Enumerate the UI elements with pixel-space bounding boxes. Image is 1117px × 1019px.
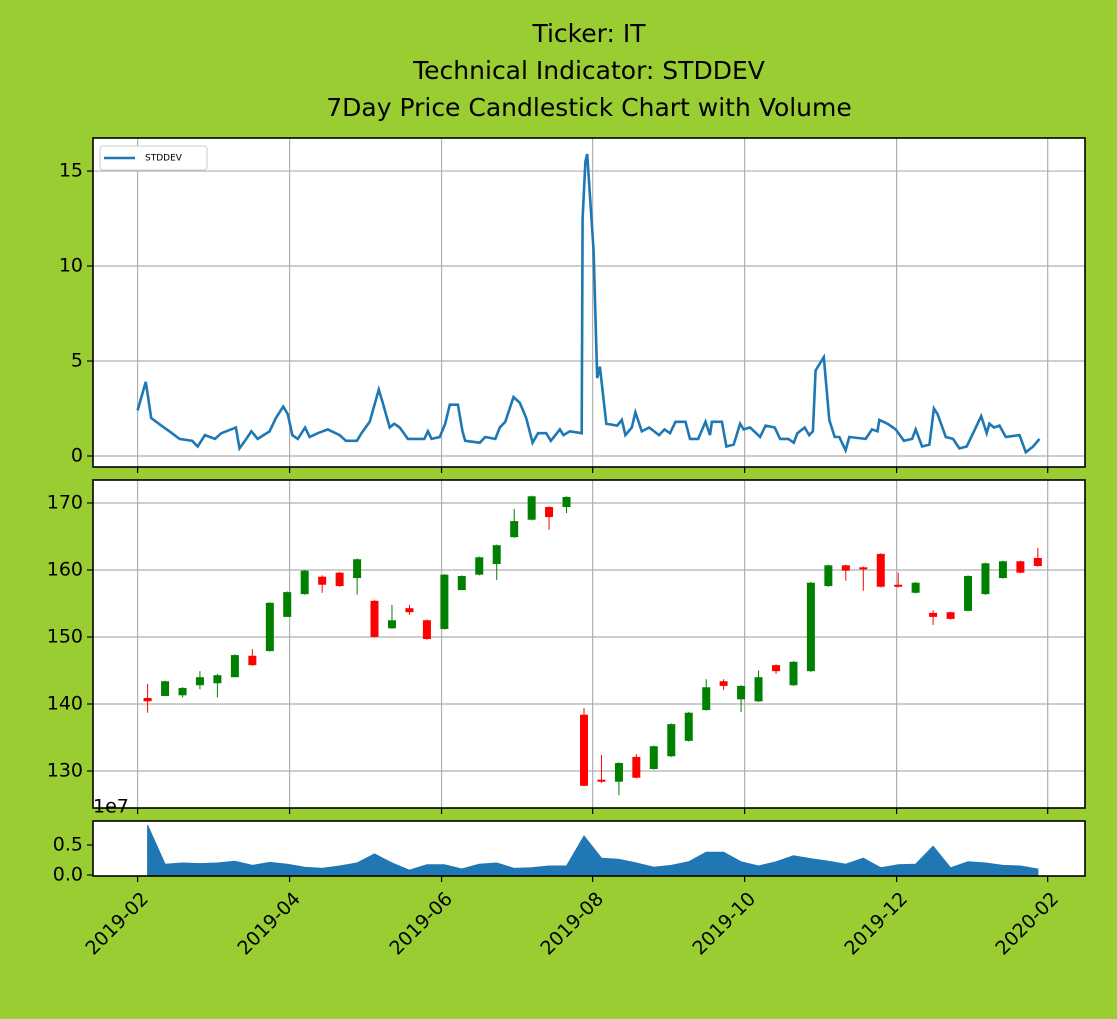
- candle-body: [632, 756, 641, 778]
- plot-frame: [92, 137, 1086, 468]
- candle-body: [230, 655, 239, 678]
- candle-body: [265, 602, 274, 652]
- candle-body: [161, 681, 170, 696]
- candle-body: [440, 574, 449, 629]
- y-tick-label: 130: [47, 760, 83, 782]
- candle-body: [1016, 561, 1025, 573]
- candle-body: [719, 681, 728, 686]
- y-tick-label: 150: [47, 625, 83, 647]
- candle-body: [998, 561, 1007, 579]
- y-tick-label: 160: [47, 558, 83, 580]
- candle-body: [457, 576, 466, 591]
- y-tick-label: 0.5: [53, 833, 83, 855]
- candle-body: [824, 565, 833, 587]
- candle-body: [684, 712, 693, 741]
- y-tick-label: 0: [71, 444, 83, 466]
- candle-body: [806, 582, 815, 672]
- legend: STDDEV: [99, 145, 208, 171]
- candle-body: [318, 576, 327, 585]
- title-line: Ticker: IT: [531, 19, 646, 48]
- legend-frame: [99, 145, 208, 171]
- candle-body: [178, 687, 187, 696]
- area-series: [147, 824, 1039, 876]
- candle-body: [405, 608, 414, 613]
- candle-body: [772, 665, 781, 672]
- candle-body: [876, 553, 885, 587]
- candle-body: [195, 677, 204, 686]
- candle-body: [283, 592, 292, 617]
- y-tick-label: 5: [71, 350, 83, 372]
- candle-body: [946, 612, 955, 619]
- candle-body: [213, 675, 222, 684]
- candle-body: [370, 600, 379, 637]
- candle-body: [964, 576, 973, 611]
- candle-body: [387, 620, 396, 629]
- candle-body: [667, 724, 676, 757]
- candle-body: [248, 655, 257, 666]
- candle-body: [614, 762, 623, 782]
- candle-body: [475, 557, 484, 575]
- candle-body: [422, 620, 431, 640]
- candle-body: [300, 570, 309, 595]
- y-tick-label: 10: [59, 255, 83, 277]
- candle-body: [143, 697, 152, 702]
- candle-body: [335, 572, 344, 587]
- y-tick-label: 140: [47, 693, 83, 715]
- candle-body: [579, 714, 588, 786]
- candle-body: [894, 584, 903, 587]
- plot-frame: [92, 820, 1086, 877]
- candle-body: [841, 565, 850, 571]
- candle-body: [545, 507, 554, 518]
- y-tick-label: 15: [59, 160, 83, 182]
- title-line: 7Day Price Candlestick Chart with Volume: [326, 93, 852, 122]
- candle-body: [702, 687, 711, 711]
- candle-body: [737, 685, 746, 700]
- candle-body: [754, 677, 763, 702]
- y-tick-label: 170: [47, 491, 83, 513]
- candle-body: [353, 559, 362, 579]
- candle-body: [929, 612, 938, 617]
- candle-body: [911, 582, 920, 593]
- line-series: [136, 153, 1041, 455]
- candle-body: [527, 496, 536, 520]
- candle-body: [859, 567, 868, 570]
- axis-offset-label: 1e7: [93, 796, 129, 818]
- candle-body: [597, 779, 606, 782]
- legend-label: STDDEV: [145, 154, 183, 164]
- candle-body: [789, 661, 798, 686]
- y-tick-label: 0.0: [53, 863, 83, 885]
- plot-frame: [92, 479, 1086, 809]
- candle-body: [1033, 557, 1042, 566]
- candle-body: [510, 521, 519, 538]
- title-line: Technical Indicator: STDDEV: [412, 56, 765, 85]
- candle-body: [492, 545, 501, 564]
- plot-area: [93, 480, 1085, 808]
- candle-body: [981, 563, 990, 595]
- candle-body: [649, 746, 658, 770]
- candle-body: [562, 496, 571, 508]
